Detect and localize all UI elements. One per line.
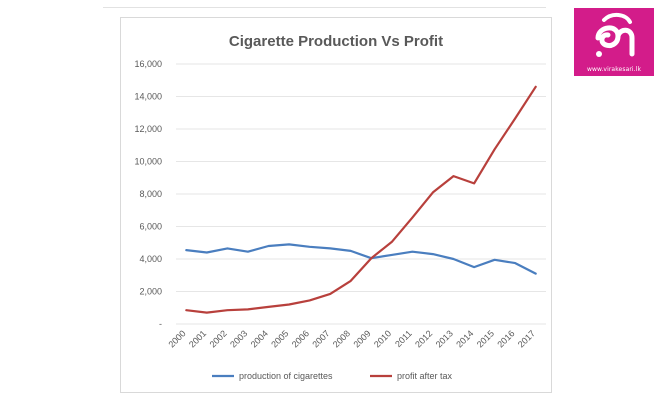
y-tick-label: 8,000: [139, 189, 162, 199]
x-tick-label: 2011: [393, 328, 414, 349]
legend: production of cigarettes profit after tax: [212, 371, 453, 381]
x-tick-label: 2005: [269, 328, 290, 349]
x-tick-label: 2014: [454, 328, 475, 349]
x-tick-label: 2003: [228, 328, 249, 349]
x-tick-label: 2016: [495, 328, 516, 349]
y-tick-label: 10,000: [134, 157, 162, 167]
series-layer: [185, 85, 537, 314]
y-tick-label: 12,000: [134, 124, 162, 134]
x-tick-label: 2009: [351, 328, 372, 349]
y-tick-label: 6,000: [139, 222, 162, 232]
y-tick-label: 4,000: [139, 254, 162, 264]
brand-logo[interactable]: www.virakesari.lk: [574, 8, 654, 76]
x-tick-label: 2017: [516, 328, 537, 349]
grid-layer: [176, 63, 546, 325]
x-tick-label: 2000: [166, 328, 187, 349]
x-tick-label: 2010: [372, 328, 393, 349]
chart-frame: [120, 17, 552, 393]
x-tick-label: 2004: [249, 328, 270, 349]
y-tick-label: -: [159, 319, 162, 329]
x-tick-label: 2002: [208, 328, 229, 349]
series-line-profit: [185, 85, 537, 314]
virakesari-logo-icon: [595, 13, 635, 57]
logo-url-text[interactable]: www.virakesari.lk: [586, 66, 642, 73]
x-tick-label: 2007: [310, 328, 331, 349]
x-tick-label: 2001: [187, 328, 208, 349]
x-axis: 2000 2001 2002 2003 2004 2005 2006 2007 2008 2009…: [166, 328, 537, 349]
y-axis: - 2,000 4,000 6,000 8,000 10,000 12,000 14,000 1…: [134, 59, 162, 329]
x-tick-label: 2006: [290, 328, 311, 349]
legend-label: profit after tax: [397, 371, 453, 381]
legend-label: production of cigarettes: [239, 371, 333, 381]
x-tick-label: 2008: [331, 328, 352, 349]
divider: [103, 7, 546, 8]
series-line-production: [185, 243, 537, 275]
chart-title: Cigarette Production Vs Profit: [229, 33, 443, 50]
y-tick-label: 2,000: [139, 287, 162, 297]
x-tick-label: 2013: [434, 328, 455, 349]
y-tick-label: 16,000: [134, 59, 162, 69]
x-tick-label: 2015: [475, 328, 496, 349]
y-tick-label: 14,000: [134, 92, 162, 102]
x-tick-label: 2012: [413, 328, 434, 349]
